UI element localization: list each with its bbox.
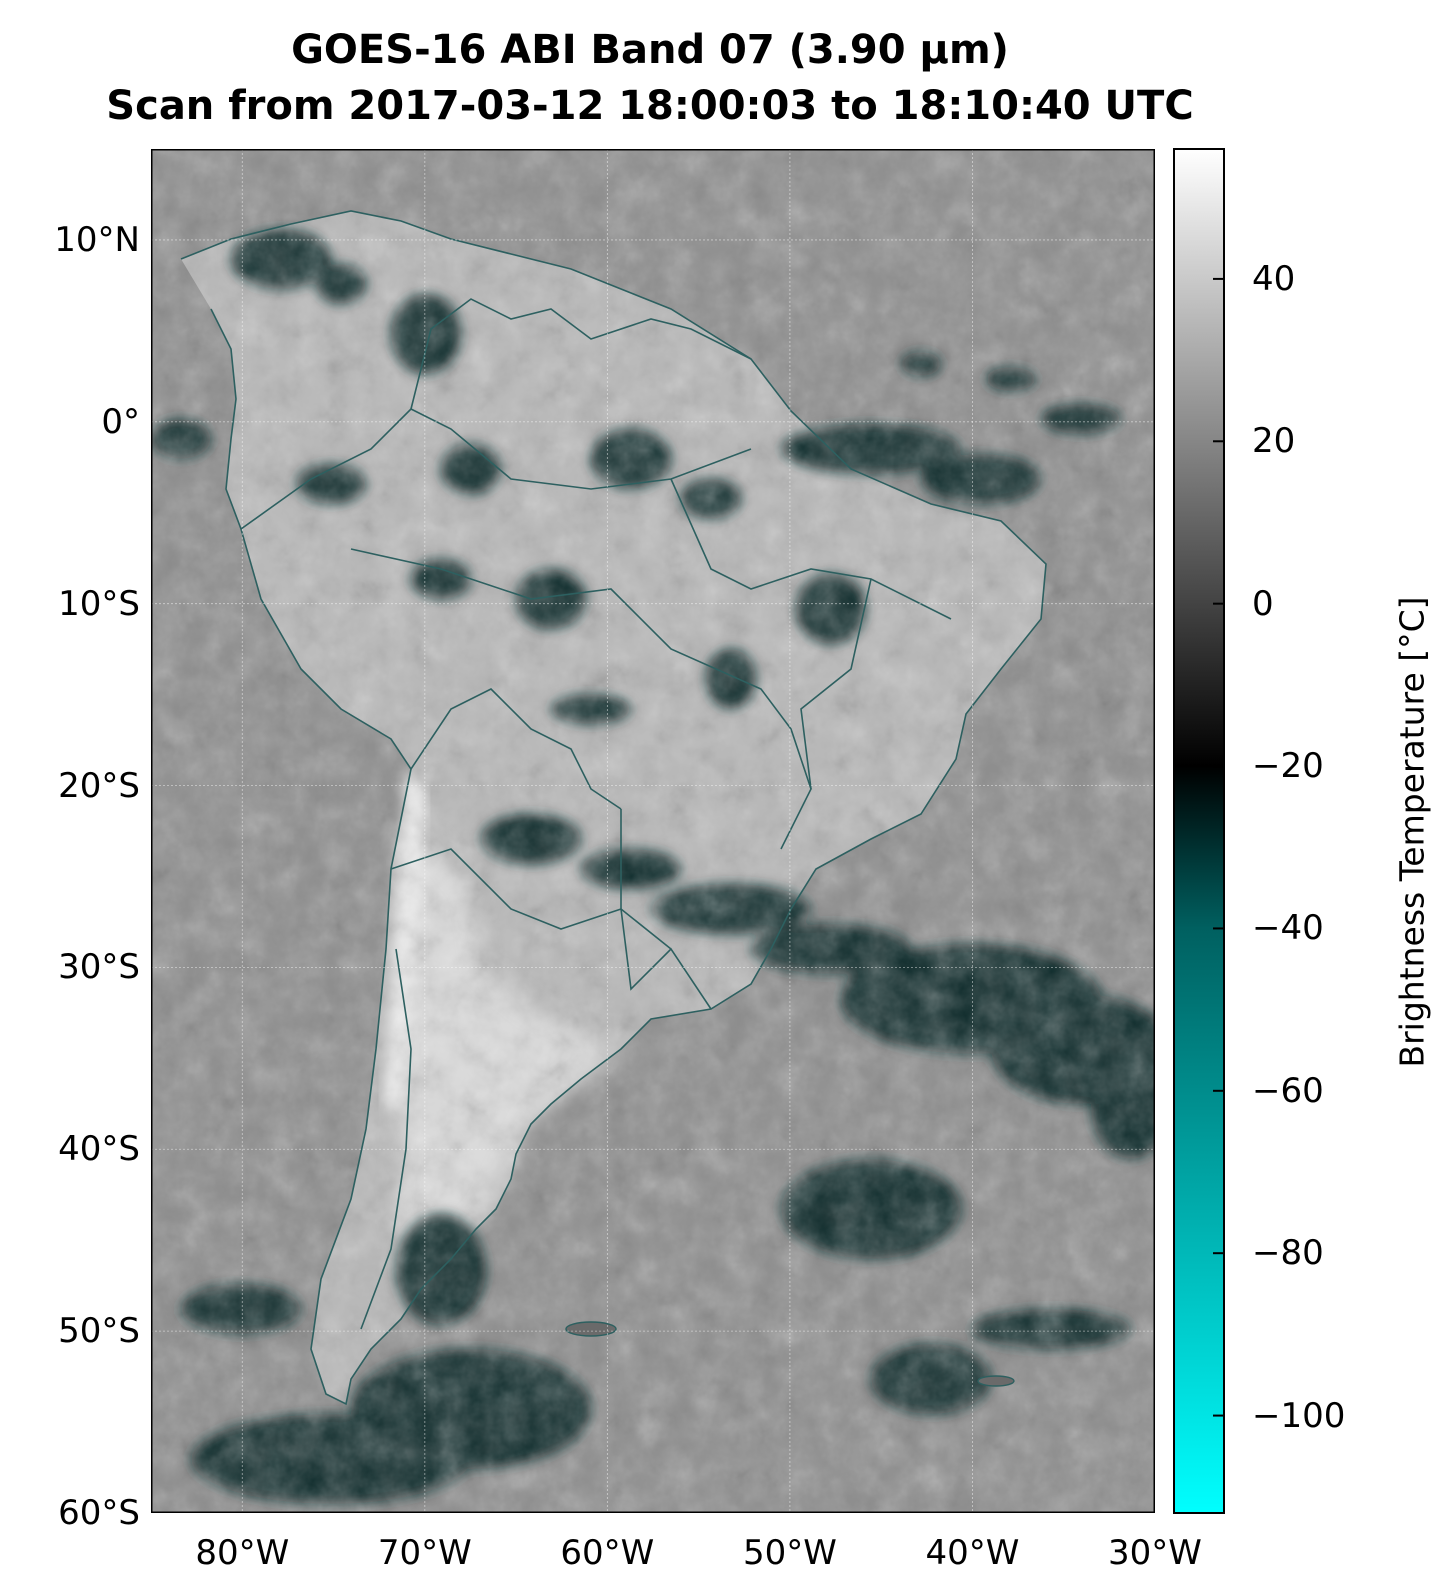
lat-tick-label: 10°N [54,219,140,260]
colorbar-tick-label: −60 [1252,1070,1324,1111]
lon-tick-label: 60°W [560,1533,655,1573]
colorbar-tick-label: −20 [1252,746,1324,787]
map-gridlines [151,149,1155,1513]
colorbar [1173,148,1225,1514]
lat-tick-label: 10°S [58,583,140,624]
map-imagery [151,149,1155,1513]
lat-tick-label: 0° [101,401,140,442]
map-title-line-1: GOES-16 ABI Band 07 (3.90 µm) [291,27,1009,73]
colorbar-tick-label: 40 [1252,258,1296,299]
lon-tick-label: 80°W [195,1533,290,1573]
lat-tick-label: 60°S [58,1493,140,1533]
lat-tick-label: 40°S [58,1129,140,1170]
colorbar-tick-label: −80 [1252,1233,1324,1274]
lon-tick-label: 50°W [742,1533,837,1573]
lon-tick-label: 70°W [377,1533,472,1573]
satellite-map [151,149,1155,1513]
colorbar-label: Brightness Temperature [°C] [1392,596,1432,1068]
lat-tick-label: 30°S [58,947,140,988]
colorbar-tick-label: −100 [1252,1395,1346,1436]
map-title-line-2: Scan from 2017-03-12 18:00:03 to 18:10:4… [106,83,1194,129]
colorbar-tick-label: 20 [1252,421,1296,462]
colorbar-tick-label: −40 [1252,908,1324,949]
lon-tick-label: 30°W [1108,1533,1202,1573]
colorbar-tick-label: 0 [1252,583,1274,624]
lon-tick-label: 40°W [925,1533,1020,1573]
lat-tick-label: 20°S [58,765,140,806]
lat-tick-label: 50°S [58,1311,140,1352]
